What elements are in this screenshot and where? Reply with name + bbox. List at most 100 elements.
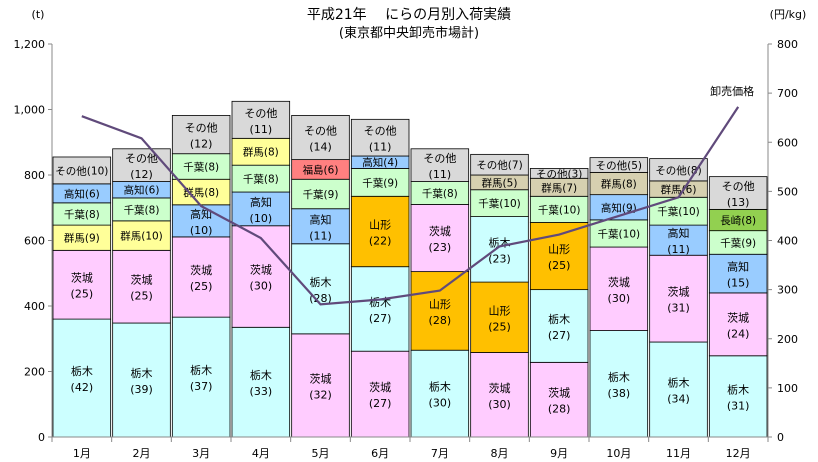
segment-label: 千葉(10) (478, 197, 521, 210)
y2-tick-label: 100 (777, 382, 798, 395)
bar-segment (350, 266, 410, 352)
segment-pct-label: (25) (190, 280, 213, 293)
segment-label: 群馬(7) (541, 181, 577, 194)
segment-label: その他(10) (55, 164, 108, 177)
segment-name-label: 茨城 (489, 381, 511, 395)
segment-name-label: 茨城 (190, 263, 212, 277)
segment-pct-label: (39) (130, 383, 153, 396)
segment-label: 高知(6) (124, 184, 160, 197)
segment-label: 千葉(8) (183, 160, 219, 173)
segment-pct-label: (11) (309, 229, 332, 242)
segment-name-label: 茨城 (131, 273, 153, 287)
segment-name-label: その他 (125, 152, 158, 165)
bar-segment (649, 254, 708, 343)
segment-pct-label: (27) (369, 312, 392, 325)
bar-segment (291, 333, 350, 438)
bar-segment (410, 271, 470, 351)
bar-segment (708, 355, 768, 438)
segment-pct-label: (11) (369, 141, 392, 154)
segment-pct-label: (11) (250, 123, 273, 136)
segment-pct-label: (14) (309, 141, 332, 154)
segment-label: その他(8) (655, 164, 701, 177)
bar-segment (410, 349, 470, 438)
bar-segment (410, 148, 470, 182)
segment-label: 高知(9) (601, 201, 637, 214)
segment-pct-label: (25) (488, 320, 511, 333)
segment-name-label: その他 (423, 152, 456, 165)
segment-label: 千葉(10) (598, 227, 641, 240)
segment-name-label: その他 (244, 107, 277, 120)
bar-segment (470, 216, 529, 283)
chart-title: 平成21年 にらの月別入荷実績 (307, 7, 511, 23)
segment-label: 群馬(6) (661, 183, 697, 196)
bar-segment (291, 208, 350, 245)
segment-name-label: 高知 (727, 260, 749, 274)
segment-label: 千葉(8) (422, 187, 458, 200)
segment-name-label: 山形 (489, 304, 511, 317)
segment-label: 千葉(8) (64, 208, 100, 221)
chart-subtitle: (東京都中央卸売市場計) (339, 25, 479, 41)
y2-tick-label: 300 (777, 284, 798, 297)
segment-pct-label: (24) (727, 327, 750, 340)
price-line-label: 卸売価格 (710, 84, 754, 98)
bar-segment (231, 326, 291, 438)
segment-name-label: 栃木 (131, 366, 153, 380)
bar-segment (589, 246, 649, 331)
segment-pct-label: (31) (667, 302, 690, 315)
segment-pct-label: (34) (667, 393, 690, 406)
segment-pct-label: (30) (429, 397, 452, 410)
segment-label: 千葉(9) (303, 188, 339, 201)
segment-name-label: 栃木 (310, 275, 332, 289)
segment-pct-label: (25) (71, 288, 94, 301)
segment-name-label: 栃木 (369, 295, 391, 309)
y2-tick-label: 0 (777, 431, 784, 444)
segment-label: その他(7) (476, 159, 522, 172)
bar-segment (649, 224, 708, 256)
segment-pct-label: (33) (250, 385, 273, 398)
segment-label: 千葉(9) (362, 176, 398, 189)
bar-segment (708, 292, 768, 357)
bar-segment (112, 249, 171, 324)
segment-name-label: 茨城 (310, 371, 332, 385)
segment-name-label: 茨城 (548, 386, 570, 400)
bar-segment (171, 114, 231, 155)
bar-segment (589, 157, 649, 173)
y-tick-label: 600 (24, 235, 45, 248)
axes: 1月 2月 3月 4月 5月 6月 7月 8月 9月 10月 11月 12月 0 200 400 600 800… (14, 38, 799, 460)
segment-name-label: 茨城 (727, 310, 749, 324)
segment-name-label: その他 (185, 122, 218, 135)
segment-name-label: 山形 (369, 218, 391, 231)
segment-label: 千葉(8) (243, 173, 279, 186)
bar-segment (470, 281, 529, 353)
segment-pct-label: (31) (727, 399, 750, 412)
bar-stacks: 栃木(42)茨城(25)群馬(9)千葉(8)高知(6)その他(10)栃木(39)… (52, 100, 768, 438)
segment-label: 高知(4) (362, 156, 398, 169)
bar-segment (649, 341, 708, 438)
segment-label: 群馬(5) (482, 176, 518, 189)
segment-pct-label: (25) (548, 259, 571, 272)
bar-segment (171, 153, 231, 180)
segment-pct-label: (10) (190, 224, 213, 237)
segment-pct-label: (22) (369, 234, 392, 247)
segment-pct-label: (27) (548, 329, 571, 342)
segment-pct-label: (30) (488, 398, 511, 411)
bar-segment (52, 249, 112, 320)
segment-name-label: 栃木 (71, 364, 93, 378)
y2-tick-label: 800 (777, 38, 798, 51)
segment-name-label: 栃木 (250, 368, 272, 382)
y-tick-label: 1,200 (14, 38, 46, 51)
bar-segment (708, 253, 768, 294)
bar-segment (708, 176, 768, 210)
bar-segment (589, 330, 649, 438)
segment-label: 群馬(10) (120, 230, 163, 243)
x-tick-label: 1月 (73, 447, 91, 460)
segment-pct-label: (15) (727, 277, 750, 290)
bar-segment (112, 220, 171, 251)
segment-name-label: 高知 (250, 195, 272, 209)
segment-pct-label: (28) (548, 403, 571, 416)
x-tick-label: 4月 (252, 447, 270, 460)
segment-pct-label: (28) (429, 314, 452, 327)
segment-name-label: 高知 (668, 226, 690, 240)
segment-name-label: 山形 (429, 298, 451, 311)
bar-segment (112, 148, 171, 182)
